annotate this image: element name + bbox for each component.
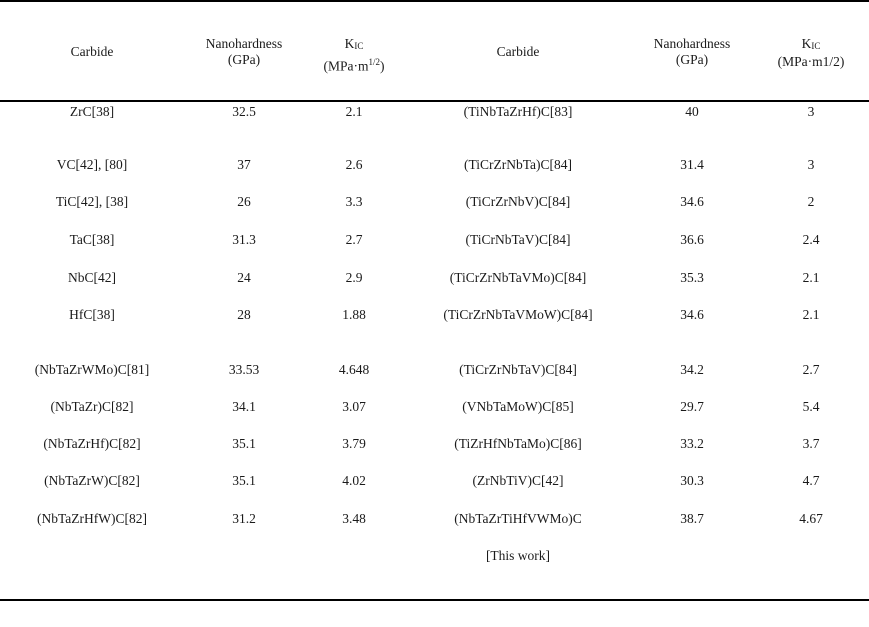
cell-right-nanohardness: 34.6 [680,307,704,322]
cell-right-nanohardness: 29.7 [680,399,704,414]
kic-k-letter: K [344,36,355,51]
cell-left-kic: 2.1 [345,104,363,119]
cell-left-kic: 3.07 [342,399,366,414]
header-carbide-right: Carbide [496,44,540,59]
header-nanohardness-right-line1: Nanohardness [653,36,731,51]
cell-left-kic: 3.79 [342,436,366,451]
cell-left-nanohardness: 31.3 [232,232,256,247]
cell-left-nanohardness: 24 [237,270,251,285]
kic-k-letter: K [801,36,812,51]
cell-right-nanohardness: 34.2 [680,362,704,377]
header-nanohardness-left-line2: (GPa) [227,52,261,67]
cell-right-kic: 2.1 [802,307,820,322]
cell-left-kic: 3.48 [342,511,366,526]
header-kic-left-unit: (MPa·m1/2) [323,54,384,75]
cell-right-kic: 2 [807,194,815,209]
header-kic-right-symbol: KIC [778,36,845,54]
cell-right-nanohardness: 36.6 [680,232,704,247]
cell-right-carbide: (TiNbTaZrHf)C[83] [463,104,573,119]
cell-left-carbide: HfC[38] [69,307,115,322]
cell-right-carbide: (TiCrZrNbTaV)C[84] [459,362,577,377]
header-nanohardness-left: Nanohardness (GPa) [206,36,282,68]
cell-right-kic: 3 [807,104,815,119]
cell-left-kic: 2.6 [345,157,363,172]
table-bottom-rule [0,599,869,601]
header-bottom-rule [0,100,869,102]
cell-left-carbide: ZrC[38] [69,104,115,119]
cell-left-nanohardness: 35.1 [232,473,256,488]
cell-right-carbide: (TiCrNbTaV)C[84] [465,232,571,247]
cell-left-carbide: (NbTaZrHfW)C[82] [36,511,148,526]
cell-left-carbide: TiC[42], [38] [55,194,129,209]
cell-left-carbide: (NbTaZrWMo)C[81] [34,362,150,377]
cell-right-carbide: (TiCrZrNbTaVMo)C[84] [449,270,587,285]
cell-right-carbide: (TiCrZrNbV)C[84] [465,194,571,209]
cell-right-kic: 2.7 [802,362,820,377]
cell-left-carbide: (NbTaZr)C[82] [50,399,134,414]
header-kic-right-unit: (MPa·m1/2) [777,54,845,69]
header-kic-left-symbol: KIC [323,36,384,54]
cell-left-nanohardness: 32.5 [232,104,256,119]
cell-right-carbide: (VNbTaMoW)C[85] [462,399,574,414]
cell-left-carbide: (NbTaZrW)C[82] [44,473,140,488]
cell-left-carbide: (NbTaZrHf)C[82] [43,436,141,451]
cell-left-nanohardness: 35.1 [232,436,256,451]
cell-left-kic: 1.88 [342,307,366,322]
cell-right-carbide: (ZrNbTiV)C[42] [472,473,564,488]
cell-left-carbide: VC[42], [80] [56,157,128,172]
cell-left-nanohardness: 37 [237,157,251,172]
cell-right-nanohardness: 40 [685,104,699,119]
header-nanohardness-right: Nanohardness (GPa) [654,36,730,68]
cell-left-kic: 2.7 [345,232,363,247]
kic-unit-suffix: ) [380,58,385,74]
cell-left-kic: 3.3 [345,194,363,209]
cell-left-nanohardness: 33.53 [228,362,260,377]
cell-right-carbide: (TiZrHfNbTaMo)C[86] [454,436,582,451]
cell-right-carbide: (TiCrZrNbTa)C[84] [463,157,573,172]
cell-left-nanohardness: 31.2 [232,511,256,526]
cell-left-kic: 2.9 [345,270,363,285]
cell-right-kic: 2.1 [802,270,820,285]
cell-right-carbide: (NbTaZrTiHfVWMo)C [454,511,582,526]
cell-left-carbide: TaC[38] [69,232,115,247]
kic-subscript: IC [811,41,821,51]
header-carbide-left: Carbide [70,44,114,59]
cell-right-kic: 3.7 [802,436,820,451]
cell-right-nanohardness: 34.6 [680,194,704,209]
cell-right-kic: 4.7 [802,473,820,488]
cell-left-nanohardness: 28 [237,307,251,322]
cell-left-carbide: NbC[42] [68,270,116,285]
cell-left-kic: 4.02 [342,473,366,488]
kic-subscript: IC [354,41,364,51]
header-kic-right: KIC (MPa·m1/2) [778,36,845,70]
cell-right-nanohardness: 31.4 [680,157,704,172]
header-nanohardness-right-line2: (GPa) [675,52,709,67]
this-work-note: [This work] [485,548,551,563]
cell-left-nanohardness: 26 [237,194,251,209]
header-kic-left: KIC (MPa·m1/2) [323,36,384,75]
kic-unit-exponent: 1/2 [368,57,381,67]
cell-right-nanohardness: 30.3 [680,473,704,488]
cell-right-carbide: (TiCrZrNbTaVMoW)C[84] [443,307,593,322]
cell-left-nanohardness: 34.1 [232,399,256,414]
cell-left-kic: 4.648 [338,362,370,377]
header-nanohardness-left-line1: Nanohardness [205,36,283,51]
cell-right-kic: 3 [807,157,815,172]
cell-right-nanohardness: 38.7 [680,511,704,526]
kic-unit-prefix: (MPa·m [323,58,369,74]
cell-right-kic: 2.4 [802,232,820,247]
cell-right-kic: 4.67 [799,511,823,526]
table-top-rule [0,0,869,2]
cell-right-kic: 5.4 [802,399,820,414]
cell-right-nanohardness: 33.2 [680,436,704,451]
cell-right-nanohardness: 35.3 [680,270,704,285]
